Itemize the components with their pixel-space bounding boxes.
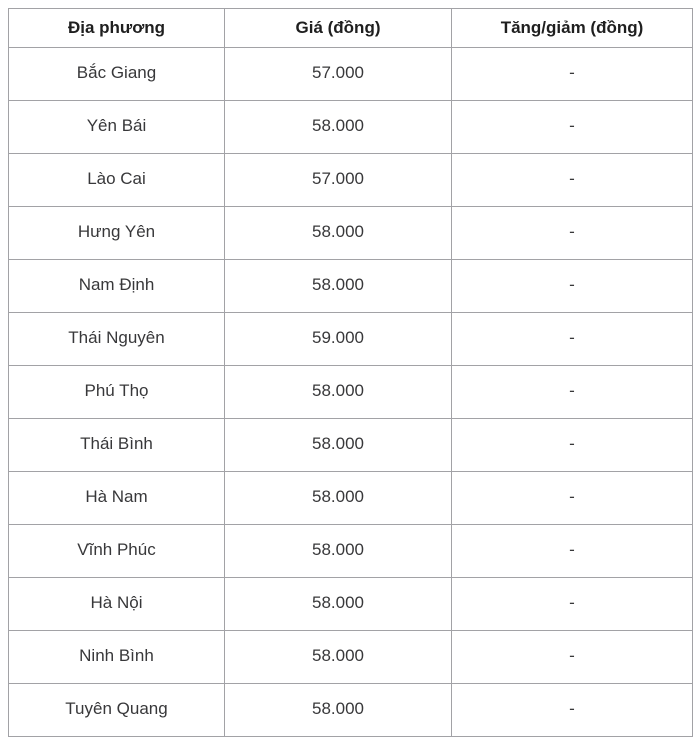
table-row: Vĩnh Phúc 58.000 - [8, 524, 693, 578]
table-row: Bắc Giang 57.000 - [8, 47, 693, 101]
cell-change: - [451, 206, 693, 260]
cell-locality: Thái Bình [8, 418, 225, 472]
cell-locality: Hà Nội [8, 577, 225, 631]
table-row: Hà Nội 58.000 - [8, 577, 693, 631]
header-row: Địa phương Giá (đồng) Tăng/giảm (đồng) [8, 8, 693, 48]
cell-price: 58.000 [224, 100, 452, 154]
cell-change: - [451, 259, 693, 313]
header-cell-price: Giá (đồng) [224, 8, 452, 48]
cell-locality: Lào Cai [8, 153, 225, 207]
table-row: Yên Bái 58.000 - [8, 100, 693, 154]
cell-locality: Hưng Yên [8, 206, 225, 260]
cell-price: 58.000 [224, 630, 452, 684]
cell-price: 58.000 [224, 418, 452, 472]
table-row: Lào Cai 57.000 - [8, 153, 693, 207]
cell-change: - [451, 312, 693, 366]
cell-locality: Vĩnh Phúc [8, 524, 225, 578]
table-row: Phú Thọ 58.000 - [8, 365, 693, 419]
cell-price: 58.000 [224, 683, 452, 737]
cell-change: - [451, 471, 693, 525]
cell-price: 57.000 [224, 153, 452, 207]
table-row: Nam Định 58.000 - [8, 259, 693, 313]
cell-price: 58.000 [224, 206, 452, 260]
header-cell-change: Tăng/giảm (đồng) [451, 8, 693, 48]
cell-price: 58.000 [224, 259, 452, 313]
cell-change: - [451, 365, 693, 419]
price-table: Địa phương Giá (đồng) Tăng/giảm (đồng) B… [8, 8, 693, 737]
cell-locality: Hà Nam [8, 471, 225, 525]
cell-change: - [451, 47, 693, 101]
cell-locality: Ninh Bình [8, 630, 225, 684]
cell-price: 57.000 [224, 47, 452, 101]
table-row: Thái Nguyên 59.000 - [8, 312, 693, 366]
cell-locality: Phú Thọ [8, 365, 225, 419]
table-row: Hà Nam 58.000 - [8, 471, 693, 525]
cell-change: - [451, 524, 693, 578]
cell-change: - [451, 683, 693, 737]
cell-change: - [451, 630, 693, 684]
cell-locality: Tuyên Quang [8, 683, 225, 737]
cell-change: - [451, 418, 693, 472]
table-row: Ninh Bình 58.000 - [8, 630, 693, 684]
cell-locality: Bắc Giang [8, 47, 225, 101]
header-cell-locality: Địa phương [8, 8, 225, 48]
cell-price: 58.000 [224, 471, 452, 525]
cell-price: 58.000 [224, 577, 452, 631]
table-row: Tuyên Quang 58.000 - [8, 683, 693, 737]
cell-change: - [451, 577, 693, 631]
table-row: Thái Bình 58.000 - [8, 418, 693, 472]
cell-change: - [451, 153, 693, 207]
cell-change: - [451, 100, 693, 154]
cell-price: 58.000 [224, 365, 452, 419]
cell-price: 59.000 [224, 312, 452, 366]
cell-price: 58.000 [224, 524, 452, 578]
cell-locality: Thái Nguyên [8, 312, 225, 366]
cell-locality: Yên Bái [8, 100, 225, 154]
table-row: Hưng Yên 58.000 - [8, 206, 693, 260]
cell-locality: Nam Định [8, 259, 225, 313]
